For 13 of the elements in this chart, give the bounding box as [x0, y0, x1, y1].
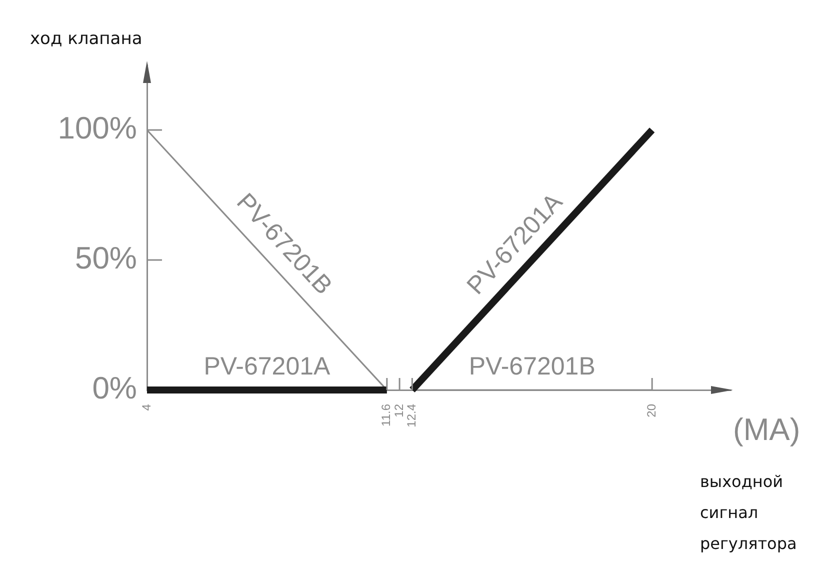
x-tick-label: 4	[139, 404, 154, 411]
x-tick-label: 12	[392, 404, 406, 418]
y-tick-label: 0%	[92, 370, 137, 406]
x-axis-title: выходной сигнал регулятора	[700, 471, 797, 555]
y-tick-label: 100%	[58, 110, 137, 146]
x-tick-label: 20	[644, 404, 658, 418]
y-axis-title: ход клапана	[30, 29, 142, 49]
y-tick-label: 50%	[74, 240, 137, 276]
x-tick-label: 11.6	[379, 404, 394, 426]
series-label: PV-67201B	[468, 352, 596, 380]
text: (MA)	[733, 412, 800, 448]
series-label: PV-67201A	[204, 352, 331, 380]
x-tick-label: 12.4	[404, 404, 418, 428]
